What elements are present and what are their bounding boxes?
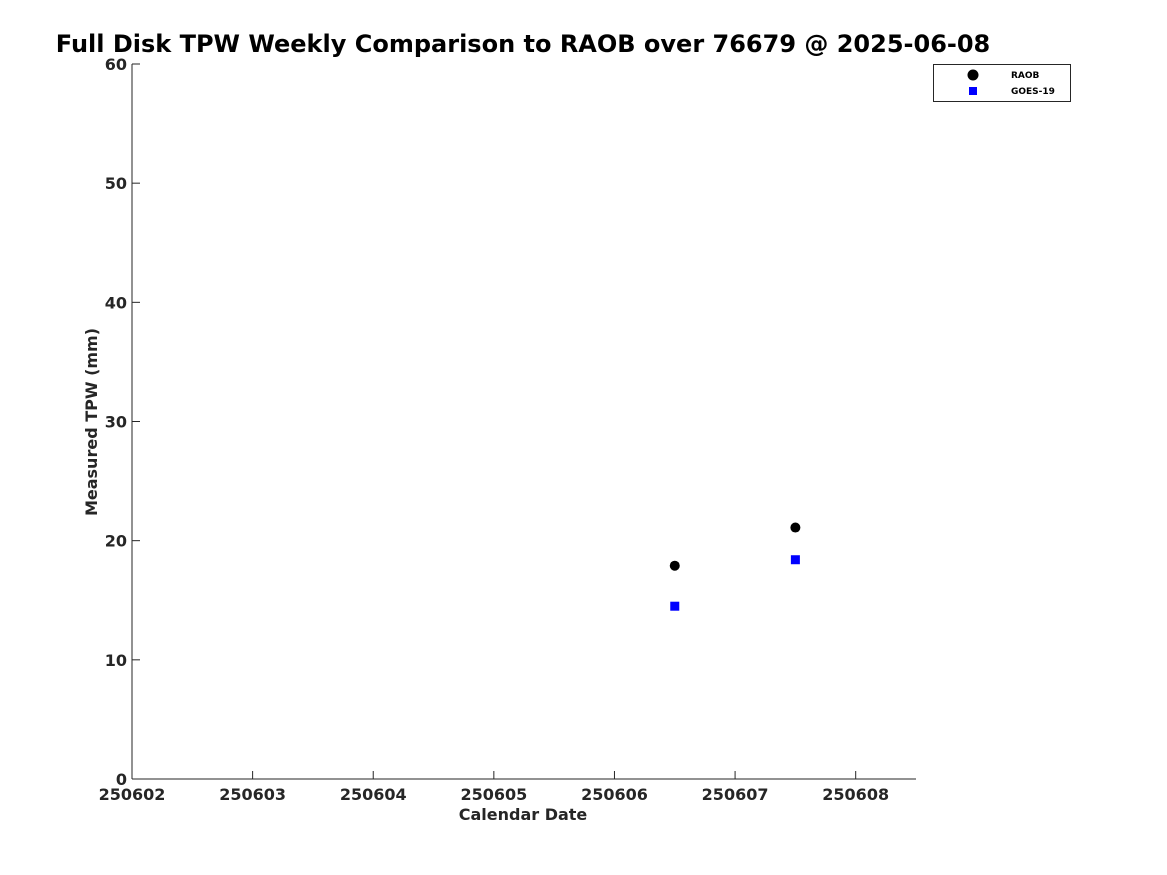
point-raob	[790, 522, 801, 533]
axes: 250602 250603 250604 250605 250606 250607 2506…	[99, 55, 916, 804]
x-tick-label: 250606	[581, 785, 648, 804]
legend-raob-marker	[967, 69, 979, 81]
y-axis-label: Measured TPW (mm)	[82, 328, 101, 516]
y-tick-label: 0	[116, 770, 127, 789]
chart-title: Full Disk TPW Weekly Comparison to RAOB …	[56, 30, 991, 58]
data-points	[669, 522, 801, 611]
y-tick-label: 10	[105, 651, 127, 670]
y-tick-label: 20	[105, 532, 127, 551]
legend-goes-label: GOES-19	[1011, 87, 1055, 97]
legend-box	[933, 64, 1071, 102]
point-goes-19	[670, 601, 680, 611]
x-tick-label: 250604	[340, 785, 407, 804]
x-tick-label: 250605	[460, 785, 527, 804]
point-raob	[669, 560, 680, 571]
x-axis-label: Calendar Date	[459, 805, 588, 824]
y-tick-label: 60	[105, 55, 127, 74]
y-tick-label: 40	[105, 293, 127, 312]
legend-raob-label: RAOB	[1011, 71, 1040, 81]
x-tick-label: 250602	[99, 785, 166, 804]
x-tick-label: 250603	[219, 785, 286, 804]
legend: RAOB GOES-19	[933, 64, 1071, 102]
x-tick-label: 250607	[702, 785, 769, 804]
y-tick-label: 30	[105, 413, 127, 432]
x-tick-label: 250608	[822, 785, 889, 804]
point-goes-19	[790, 555, 800, 565]
legend-goes-marker	[969, 87, 977, 95]
y-tick-label: 50	[105, 174, 127, 193]
